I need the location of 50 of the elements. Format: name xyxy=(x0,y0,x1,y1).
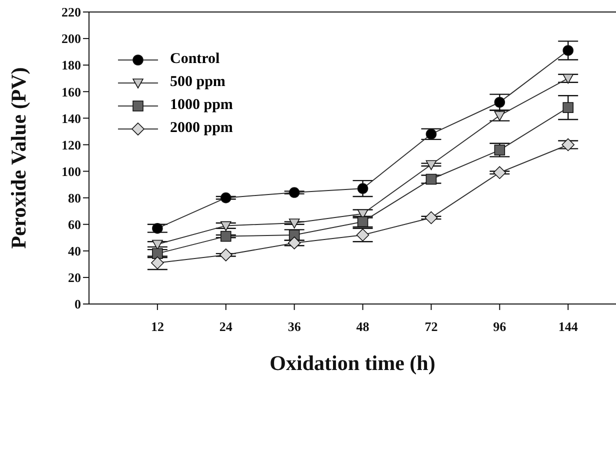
point xyxy=(562,74,574,84)
y-tick-label: 80 xyxy=(68,190,81,206)
legend-label: 1000 ppm xyxy=(170,97,233,114)
y-axis-title: Peroxide Value (PV) xyxy=(6,67,30,249)
legend-label: 500 ppm xyxy=(170,74,226,91)
point xyxy=(152,222,163,234)
y-tick-label: 100 xyxy=(62,164,81,179)
point xyxy=(426,128,437,140)
point xyxy=(219,248,232,262)
x-tick-label: 96 xyxy=(493,319,507,334)
x-tick-label: 72 xyxy=(424,319,438,334)
x-tick-label: 144 xyxy=(558,319,578,334)
point xyxy=(493,166,506,179)
y-tick-label: 20 xyxy=(68,270,81,286)
point xyxy=(562,102,574,113)
y-tick-label: 0 xyxy=(74,296,81,312)
y-tick-label: 200 xyxy=(62,31,81,46)
point xyxy=(288,187,300,198)
x-tick-label: 48 xyxy=(356,319,370,334)
point xyxy=(288,236,301,250)
y-tick-label: 180 xyxy=(62,58,81,73)
point xyxy=(220,230,232,242)
legend-label: 2000 ppm xyxy=(170,120,233,137)
y-tick-label: 120 xyxy=(62,137,81,152)
point xyxy=(426,174,437,185)
y-tick-label: 40 xyxy=(68,244,81,259)
point xyxy=(288,218,300,228)
point xyxy=(220,221,232,232)
point xyxy=(357,216,368,228)
x-tick-label: 24 xyxy=(219,319,233,334)
point xyxy=(494,96,506,108)
point xyxy=(562,138,574,152)
x-axis-title: Oxidation time (h) xyxy=(270,351,436,375)
y-tick-label: 60 xyxy=(68,216,81,232)
point xyxy=(151,256,164,270)
point xyxy=(424,211,438,224)
x-tick-label: 12 xyxy=(150,319,164,334)
y-tick-label: 220 xyxy=(62,4,81,20)
x-tick-label: 36 xyxy=(288,319,302,334)
point xyxy=(562,45,574,56)
point xyxy=(220,192,232,204)
point xyxy=(356,228,370,242)
point xyxy=(357,183,368,194)
point xyxy=(426,160,437,170)
point xyxy=(494,144,506,156)
y-tick-label: 160 xyxy=(62,84,81,100)
point xyxy=(152,240,163,250)
legend-label: Control xyxy=(170,51,220,68)
point xyxy=(152,248,163,259)
y-tick-label: 140 xyxy=(62,110,81,126)
